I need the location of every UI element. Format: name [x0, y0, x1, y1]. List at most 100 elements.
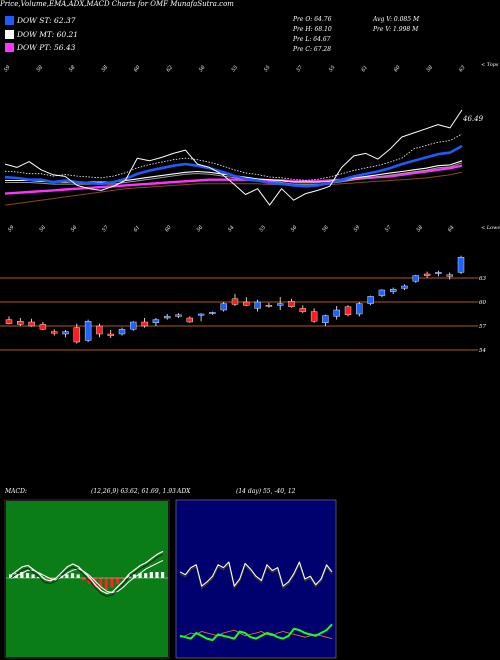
candle-body [378, 289, 386, 296]
bottom-number: 57 [384, 224, 393, 233]
plus-di-line [179, 623, 333, 642]
candle-body [423, 273, 431, 276]
top-number: 58 [35, 65, 44, 74]
top-number: 55 [328, 65, 337, 74]
candle-body [310, 311, 318, 322]
avg-volume: Avg V: 0.085 M [373, 16, 420, 23]
macd-shadow-line [10, 554, 164, 597]
bottom-number: 59 [7, 224, 16, 233]
tops-axis-label: < Tops [481, 62, 499, 68]
legend-dow-mt-label: DOW MT: 60.21 [17, 30, 79, 39]
minus-di-line [179, 629, 333, 639]
prev-high: Pre H: 68.10 [293, 26, 332, 33]
legend-dow-pt-label: DOW PT: 56.43 [17, 43, 76, 52]
candle-body [96, 325, 103, 335]
macd-label: MACD: [5, 488, 27, 495]
chart-title: Price,Volume,EMA,ADX,MACD Charts for OMF… [0, 0, 234, 8]
candle-body [254, 301, 261, 309]
legend-dow-mt: DOW MT: 60.21 [5, 29, 78, 40]
macd-histogram-bar [149, 572, 153, 578]
adx-shadow-line [179, 563, 333, 589]
ema-st-line [4, 144, 463, 188]
macd-histogram-bar [132, 574, 137, 578]
candle-body [107, 333, 114, 336]
macd-histogram-bar [76, 574, 80, 578]
macd-histogram-bar [121, 578, 125, 580]
bottom-number: 54 [227, 225, 236, 234]
candle-body [39, 324, 47, 330]
macd-histogram-bar [20, 572, 24, 578]
top-number: 58 [68, 65, 77, 74]
candle-body [367, 296, 374, 304]
candle-body [344, 306, 352, 315]
macd-histogram-bar [93, 578, 97, 588]
ema-short-dotted-line [4, 133, 463, 181]
candle-body [175, 314, 182, 317]
macd-histogram-bar [110, 578, 114, 588]
top-number: 59 [3, 64, 12, 73]
bottom-number: 56 [321, 224, 330, 233]
candle-body [243, 301, 250, 306]
macd-histogram-bar [138, 573, 142, 578]
macd-histogram-bar [82, 578, 86, 581]
candle-body [401, 285, 408, 289]
candle-body [446, 274, 453, 277]
bottom-number: 58 [416, 225, 425, 234]
macd-line [10, 550, 164, 594]
top-number: 56 [198, 64, 207, 73]
macd-histogram-bar [161, 572, 165, 578]
candle-body [186, 317, 194, 323]
macd-histogram-bar [65, 574, 69, 578]
bottom-number: 56 [290, 224, 299, 233]
candle-body [220, 303, 227, 311]
macd-histogram-bar [70, 573, 75, 578]
top-number: 61 [360, 65, 369, 74]
price-tick-label: 63 [479, 276, 486, 282]
top-number: 60 [393, 64, 402, 73]
top-number: 58 [425, 65, 434, 74]
bottom-number: 60 [164, 224, 173, 233]
prev-volume: Pre V: 1.998 M [373, 26, 419, 33]
candle-body [435, 272, 442, 274]
candle-body [457, 257, 465, 273]
adx-params: (14 day) 55, -40, 12 [236, 488, 296, 495]
adx-label: ADX [177, 488, 191, 495]
candle-body [390, 289, 397, 292]
candle-body [412, 275, 419, 282]
bottom-number: 64 [447, 225, 456, 234]
macd-histogram-bar [104, 578, 108, 590]
candle-body [356, 303, 363, 315]
adx-line [179, 561, 333, 587]
top-number: 57 [295, 64, 304, 73]
bottom-number: 59 [353, 224, 362, 233]
macd-histogram-bar [37, 576, 41, 578]
legend-dow-st-swatch [5, 16, 14, 25]
ema-pt-line [4, 164, 463, 195]
candle-body [17, 321, 24, 325]
macd-histogram-bar [99, 578, 103, 589]
candle-body [141, 321, 148, 327]
candle-body [163, 316, 171, 319]
legend-dow-mt-swatch [5, 30, 14, 39]
candle-body [209, 312, 216, 314]
price-annotation: 46.49 [462, 115, 484, 123]
prev-low: Pre L: 64.67 [293, 36, 331, 43]
bottom-number: 55 [258, 225, 267, 234]
candle-body [288, 301, 295, 308]
ema-mt-grey-line [5, 162, 463, 185]
price-line [4, 109, 463, 206]
price-tick-label: 57 [479, 324, 486, 330]
prev-close: Pre C: 67.28 [293, 46, 332, 53]
candle-body [333, 309, 340, 317]
bottom-number: 56 [70, 224, 79, 233]
candle-body [231, 298, 239, 305]
legend-dow-pt-swatch [5, 43, 14, 52]
top-number: 55 [230, 65, 239, 74]
prev-open: Pre O: 64.76 [293, 16, 332, 23]
candle-body [84, 321, 92, 341]
macd-histogram-bar [48, 578, 52, 581]
price-tick-label: 60 [479, 300, 486, 306]
candle-body [277, 303, 284, 306]
candle-body [51, 331, 58, 334]
candle-body [130, 321, 137, 330]
